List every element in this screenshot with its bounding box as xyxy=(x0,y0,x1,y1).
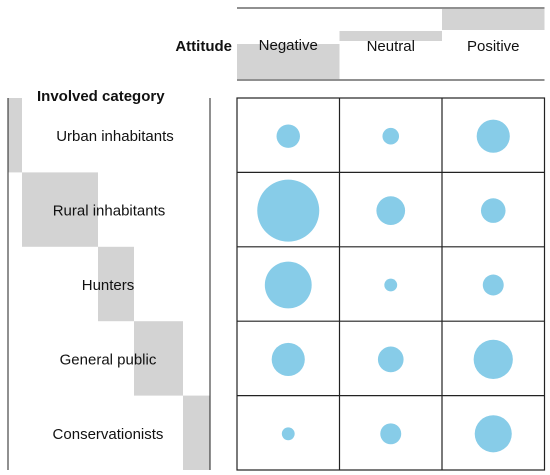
row-label-conservationists: Conservationists xyxy=(53,426,164,443)
bubble-rural-inhabitants-positive xyxy=(480,198,506,223)
bubble-conservationists-positive xyxy=(474,415,512,453)
bubble-general-public-positive xyxy=(473,339,513,380)
row-label-urban-inhabitants: Urban inhabitants xyxy=(56,128,174,145)
row-labels: Urban inhabitants Rural inhabitants Hunter… xyxy=(53,128,174,443)
bubble-rural-inhabitants-neutral xyxy=(376,196,406,225)
column-marginal-bars xyxy=(237,9,545,79)
row-label-hunters: Hunters xyxy=(82,277,135,294)
column-label-neutral: Neutral xyxy=(367,38,415,55)
bubble-general-public-negative xyxy=(271,342,305,376)
row-label-rural-inhabitants: Rural inhabitants xyxy=(53,203,166,220)
bubble-hunters-neutral xyxy=(384,278,398,292)
bubble-rural-inhabitants-negative xyxy=(257,179,320,242)
row-marginal-bars xyxy=(8,98,210,470)
bubble-conservationists-negative xyxy=(281,427,295,441)
row-bar-conservationists xyxy=(183,395,210,470)
chart-frame-lines xyxy=(7,7,545,470)
bubble-urban-inhabitants-positive xyxy=(476,119,510,153)
bubble-grid xyxy=(236,97,546,471)
row-bar-general-public xyxy=(134,321,183,396)
row-bar-urban-inhabitants xyxy=(8,98,22,173)
bubble-hunters-negative xyxy=(264,261,312,309)
grid-border xyxy=(236,97,546,471)
column-labels: Negative Neutral Positive xyxy=(259,37,520,55)
row-bar-hunters xyxy=(98,246,134,322)
column-bar-positive xyxy=(442,9,545,30)
column-label-positive: Positive xyxy=(467,38,520,55)
bubble-general-public-neutral xyxy=(377,346,404,373)
row-bar-rural-inhabitants xyxy=(22,172,98,247)
attitude-axis-label: Attitude xyxy=(175,38,232,55)
category-axis-label: Involved category xyxy=(37,88,165,105)
column-bar-negative xyxy=(237,44,340,79)
column-bar-neutral xyxy=(339,31,442,41)
bubble-urban-inhabitants-neutral xyxy=(382,127,400,145)
bubble-urban-inhabitants-negative xyxy=(276,124,300,148)
column-label-negative: Negative xyxy=(259,37,318,54)
bubble-conservationists-neutral xyxy=(380,423,402,445)
bubbles xyxy=(257,119,513,453)
bubble-hunters-positive xyxy=(482,274,504,296)
row-label-general-public: General public xyxy=(60,351,157,368)
